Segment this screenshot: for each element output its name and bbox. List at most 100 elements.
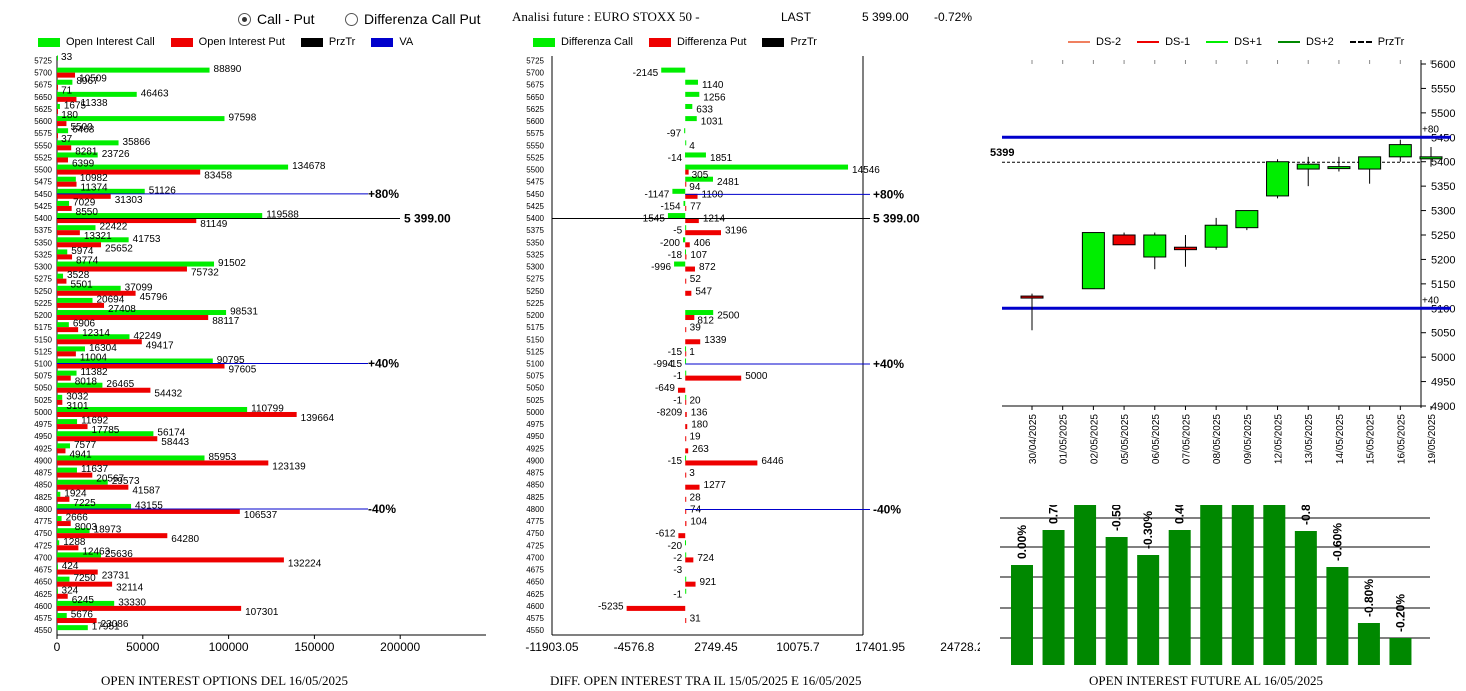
radio-difference-label: Differenza Call Put xyxy=(364,11,481,27)
put-value-label: 10509 xyxy=(79,74,107,85)
radio-call-put[interactable]: Call - Put xyxy=(238,11,315,27)
call-value-label: 88890 xyxy=(214,64,242,75)
candle-body xyxy=(1235,210,1259,229)
strike-tick-label: 5275 xyxy=(34,275,52,284)
diff-value-label: 3196 xyxy=(725,226,748,237)
call-bar xyxy=(57,91,137,97)
strike-tick-label: 5150 xyxy=(34,335,52,344)
put-value-label: 5501 xyxy=(70,280,93,291)
put-value-label: 6245 xyxy=(72,595,95,606)
put-bar xyxy=(57,205,72,211)
radio-difference[interactable]: Differenza Call Put xyxy=(345,11,480,27)
diff-value-label: -15 xyxy=(668,359,683,370)
oi-change-label: 0.40% xyxy=(1173,505,1187,524)
call-diff-bar xyxy=(685,588,687,594)
diff-value-label: -1147 xyxy=(645,189,670,200)
put-bar xyxy=(57,133,58,139)
call-value-label: 42249 xyxy=(133,331,161,342)
strike-tick-label: 5600 xyxy=(34,117,52,126)
put-diff-bar xyxy=(685,218,699,224)
diff-value-label: -612 xyxy=(655,529,675,540)
diff-value-label: -154 xyxy=(660,201,680,212)
put-diff-bar xyxy=(685,339,701,345)
call-bar xyxy=(57,382,103,388)
date-tick-label: 19/05/2025 xyxy=(1427,414,1438,464)
radio-unselected-icon[interactable] xyxy=(345,12,358,26)
put-diff-bar xyxy=(685,278,687,284)
strike-tick-label: 4800 xyxy=(526,505,544,514)
call-bar xyxy=(57,613,67,619)
call-value-label: 134678 xyxy=(292,161,326,172)
diff-value-label: 1 xyxy=(689,347,695,358)
legend-label: Differenza Put xyxy=(676,36,747,48)
call-diff-bar xyxy=(685,576,687,582)
x-tick-label: 24728.2 xyxy=(940,640,980,654)
strike-tick-label: 5725 xyxy=(526,57,544,66)
put-value-label: 64280 xyxy=(171,534,199,545)
put-bar xyxy=(57,569,98,575)
call-value-label: 85953 xyxy=(208,452,236,463)
date-tick-label: 12/05/2025 xyxy=(1274,414,1285,464)
radio-selected-icon[interactable] xyxy=(238,12,251,26)
put-bar xyxy=(57,533,168,539)
call-diff-bar xyxy=(685,152,706,158)
y-tick-label: 5400 xyxy=(1431,157,1455,169)
call-value-label: 41753 xyxy=(133,234,161,245)
call-diff-bar xyxy=(685,540,687,546)
oi-bar xyxy=(1168,530,1191,665)
call-bar xyxy=(57,188,145,194)
diff-value-label: 1256 xyxy=(703,92,726,103)
legend-candles: DS-2 DS-1 DS+1 DS+2 PrzTr xyxy=(1068,36,1420,48)
call-bar xyxy=(57,491,61,497)
call-value-label: 91502 xyxy=(218,258,246,269)
strike-tick-label: 5575 xyxy=(526,129,544,138)
strike-tick-label: 5050 xyxy=(34,384,52,393)
diff-value-label: 921 xyxy=(700,577,717,588)
put-value-label: 81149 xyxy=(200,219,228,230)
strike-tick-label: 5100 xyxy=(34,360,52,369)
legend-item-diff-call: Differenza Call xyxy=(533,36,633,48)
diff-value-label: -1 xyxy=(673,371,682,382)
call-bar xyxy=(57,564,58,570)
call-value-label: 56174 xyxy=(157,428,185,439)
strike-tick-label: 5125 xyxy=(34,347,52,356)
call-value-label: 17951 xyxy=(92,622,120,633)
strike-tick-label: 4850 xyxy=(34,481,52,490)
strike-tick-label: 5225 xyxy=(34,299,52,308)
put-diff-bar xyxy=(685,460,758,466)
call-value-label: 119588 xyxy=(266,210,299,221)
call-bar xyxy=(57,334,130,340)
call-value-label: 7250 xyxy=(73,573,96,584)
x-tick-label: 200000 xyxy=(380,640,420,654)
call-bar xyxy=(57,516,62,522)
put-value-label: 4941 xyxy=(69,449,92,460)
call-bar xyxy=(57,540,60,546)
put-bar xyxy=(57,157,68,163)
legend-label: Differenza Call xyxy=(561,36,633,48)
put-bar xyxy=(57,290,136,296)
strike-tick-label: 5225 xyxy=(526,299,544,308)
strike-tick-label: 5375 xyxy=(526,226,544,235)
call-bar xyxy=(57,455,205,461)
put-bar xyxy=(57,169,201,175)
strike-tick-label: 4700 xyxy=(34,553,52,562)
put-diff-bar xyxy=(685,181,687,187)
strike-tick-label: 4775 xyxy=(34,517,52,526)
level-line-label: +40 xyxy=(1422,295,1439,306)
put-bar xyxy=(57,581,113,587)
y-tick-label: 5200 xyxy=(1431,254,1455,266)
put-bar xyxy=(57,363,225,369)
strike-tick-label: 5175 xyxy=(526,323,544,332)
diff-value-label: 52 xyxy=(690,274,702,285)
call-value-label: 1675 xyxy=(64,100,87,111)
strike-tick-label: 4625 xyxy=(34,590,52,599)
put-bar xyxy=(57,230,80,236)
x-tick-label: -11903.05 xyxy=(525,640,578,654)
call-value-label: 25636 xyxy=(105,549,133,560)
candle-body xyxy=(1358,156,1382,170)
legend-item-va: VA xyxy=(371,36,413,48)
put-bar xyxy=(57,242,102,248)
put-value-label: 3101 xyxy=(66,401,89,412)
call-diff-bar xyxy=(685,455,687,461)
call-bar xyxy=(57,394,63,400)
